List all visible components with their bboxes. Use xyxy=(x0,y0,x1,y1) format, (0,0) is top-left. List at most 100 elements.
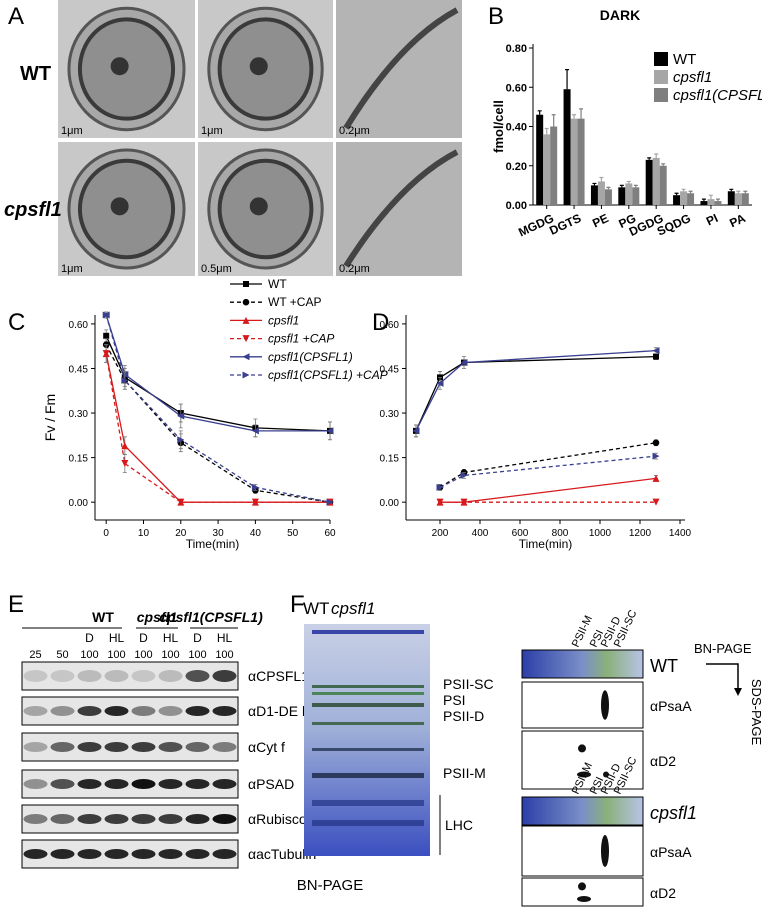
error-bar xyxy=(592,182,597,186)
y-tick-label: 0.45 xyxy=(380,364,400,375)
gel-band xyxy=(312,748,368,751)
error-bar xyxy=(708,194,713,200)
gel-band xyxy=(312,703,368,707)
bar xyxy=(673,195,681,205)
y-tick-label: 0.60 xyxy=(69,320,89,331)
dimension-label: BN-PAGE xyxy=(694,641,752,656)
band xyxy=(104,706,129,716)
band xyxy=(23,814,48,824)
treatment-label: HL xyxy=(217,631,233,645)
bar xyxy=(659,165,667,205)
bar xyxy=(543,134,551,205)
error-bar xyxy=(579,108,584,119)
sds-gel xyxy=(521,681,644,729)
gel-caption: BN-PAGE xyxy=(297,877,363,894)
y-tick-label: 0.60 xyxy=(380,320,400,331)
loading-label: 100 xyxy=(215,649,233,661)
marker xyxy=(460,498,468,506)
sample-label: cpsfl1 xyxy=(650,803,697,823)
marker xyxy=(436,483,444,491)
gel-band xyxy=(312,685,368,688)
band xyxy=(104,670,129,682)
band-label: LHC xyxy=(445,817,473,833)
bn-strip xyxy=(521,796,644,826)
legend-label: cpsfl1 +CAP xyxy=(268,332,334,346)
band xyxy=(77,742,102,752)
sds-gel xyxy=(521,730,644,790)
series-line xyxy=(440,477,657,503)
group-label: cpsfl1 xyxy=(137,609,178,625)
scale-bar: 1μm xyxy=(201,125,223,137)
band xyxy=(104,849,129,859)
gel-band xyxy=(368,703,424,707)
legend-label: cpsfl1(CPSFL1) xyxy=(673,87,762,104)
spot xyxy=(601,835,609,867)
band xyxy=(185,742,210,752)
x-tick-label: DGTS xyxy=(547,211,583,238)
antibody-label: αD2 xyxy=(650,885,676,901)
antibody-label: αCPSFL1 xyxy=(248,668,309,684)
x-tick-label: 40 xyxy=(250,528,262,539)
y-tick-label: 0.00 xyxy=(380,498,400,509)
error-bar xyxy=(537,110,542,115)
band xyxy=(23,779,48,789)
error-bar xyxy=(565,68,570,90)
y-tick-label: 0.80 xyxy=(506,43,527,55)
x-axis-label: Time(min) xyxy=(186,537,240,551)
legend-label: WT xyxy=(268,277,287,291)
band xyxy=(131,814,156,824)
loading-label: 25 xyxy=(29,649,41,661)
gel-band xyxy=(368,820,424,826)
bar xyxy=(536,114,544,205)
legend-label: WT +CAP xyxy=(268,295,321,309)
band-label: PSI xyxy=(443,692,466,708)
error-bar xyxy=(654,153,659,158)
bar xyxy=(741,193,749,205)
loading-label: 100 xyxy=(134,649,152,661)
error-bar xyxy=(743,190,748,194)
treatment-label: HL xyxy=(109,631,125,645)
scale-bar: 1μm xyxy=(61,263,83,275)
band xyxy=(23,706,48,716)
loading-label: 100 xyxy=(188,649,206,661)
y-tick-label: 0.30 xyxy=(380,409,400,420)
organelle xyxy=(110,57,129,76)
y-tick-label: 0.60 xyxy=(506,82,527,94)
legend-marker xyxy=(242,335,250,343)
marker xyxy=(251,427,259,435)
band xyxy=(50,814,75,824)
band xyxy=(104,742,129,752)
gel-band xyxy=(312,773,368,778)
arrow xyxy=(706,663,739,690)
scale-bar: 0.5μm xyxy=(201,263,232,275)
x-tick-label: 0 xyxy=(103,528,109,539)
legend-marker xyxy=(242,298,250,306)
y-axis-label: Fv / Fm xyxy=(42,394,58,441)
band xyxy=(50,849,75,859)
x-tick-label: 30 xyxy=(213,528,225,539)
membrane xyxy=(343,149,459,268)
panel-letter: C xyxy=(8,309,25,336)
treatment-label: D xyxy=(85,631,94,645)
loading-label: 100 xyxy=(80,649,98,661)
spot xyxy=(577,771,591,778)
band xyxy=(158,742,183,752)
band xyxy=(104,814,129,824)
band xyxy=(185,670,210,682)
band xyxy=(131,849,156,859)
panel-letter: F xyxy=(290,591,305,618)
spot xyxy=(603,771,609,778)
y-tick-label: 0.15 xyxy=(380,454,400,465)
treatment-label: D xyxy=(193,631,202,645)
bar xyxy=(632,187,640,205)
band xyxy=(158,779,183,789)
series-line xyxy=(439,455,657,488)
band xyxy=(158,670,183,682)
bar xyxy=(645,159,653,205)
band xyxy=(131,779,156,789)
gel-band xyxy=(368,722,424,725)
legend-marker xyxy=(242,316,250,324)
band xyxy=(212,670,237,682)
gel-band xyxy=(368,685,424,688)
error-bar xyxy=(599,176,604,182)
